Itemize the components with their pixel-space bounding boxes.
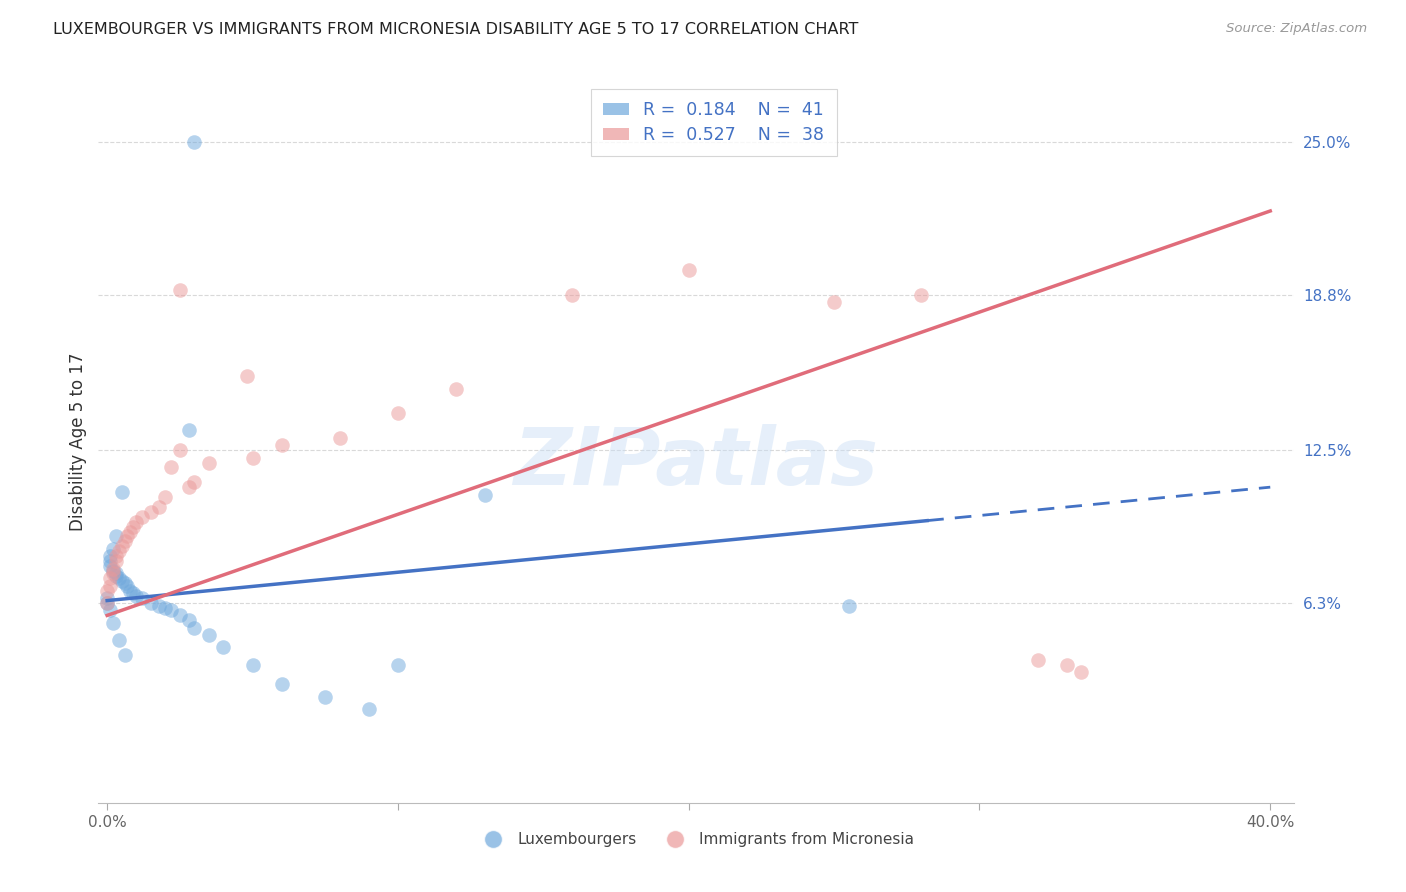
Point [101, 564, 124, 578]
Point [120, 524, 142, 539]
Point [96, 596, 118, 610]
Point [114, 576, 136, 591]
Point [1070, 665, 1092, 679]
Point [148, 599, 170, 613]
Point [177, 424, 200, 438]
Point [139, 505, 162, 519]
Point [122, 586, 145, 600]
Point [107, 544, 129, 558]
Point [155, 490, 177, 504]
Point [104, 554, 127, 568]
Point [169, 443, 191, 458]
Point [98, 554, 121, 568]
Point [387, 406, 409, 420]
Point [242, 657, 264, 672]
Point [139, 596, 162, 610]
Point [111, 485, 134, 500]
Point [98, 549, 121, 564]
Point [104, 529, 127, 543]
Point [838, 599, 860, 613]
Point [387, 657, 409, 672]
Point [96, 591, 118, 606]
Point [242, 450, 264, 465]
Point [1056, 657, 1078, 672]
Point [270, 438, 292, 452]
Point [120, 583, 142, 598]
Point [96, 596, 118, 610]
Point [474, 487, 496, 501]
Point [104, 549, 127, 564]
Point [101, 561, 124, 575]
Point [111, 574, 134, 588]
Point [235, 369, 257, 384]
Point [98, 571, 121, 585]
Point [314, 690, 336, 704]
Point [183, 621, 205, 635]
Point [98, 579, 121, 593]
Text: Source: ZipAtlas.com: Source: ZipAtlas.com [1226, 22, 1367, 36]
Point [329, 431, 352, 445]
Point [114, 648, 136, 662]
Point [169, 608, 191, 623]
Point [169, 283, 191, 297]
Point [198, 455, 221, 469]
Point [177, 613, 200, 627]
Point [357, 702, 380, 716]
Point [114, 534, 136, 549]
Point [104, 566, 127, 581]
Point [101, 566, 124, 581]
Point [198, 628, 221, 642]
Point [678, 263, 700, 277]
Point [101, 615, 124, 630]
Point [131, 591, 153, 606]
Point [125, 589, 148, 603]
Point [160, 603, 183, 617]
Point [183, 475, 205, 490]
Point [98, 603, 121, 617]
Point [155, 601, 177, 615]
Legend: Luxembourgers, Immigrants from Micronesia: Luxembourgers, Immigrants from Micronesi… [471, 826, 921, 853]
Point [117, 529, 139, 543]
Point [212, 640, 235, 655]
Point [125, 515, 148, 529]
Point [104, 569, 127, 583]
Point [117, 579, 139, 593]
Point [148, 500, 170, 514]
Point [270, 677, 292, 691]
Point [101, 541, 124, 556]
Point [177, 480, 200, 494]
Point [131, 509, 153, 524]
Point [183, 135, 205, 149]
Point [98, 559, 121, 574]
Point [444, 382, 467, 396]
Point [96, 583, 118, 598]
Point [107, 633, 129, 648]
Point [561, 288, 583, 302]
Point [107, 571, 129, 585]
Point [111, 539, 134, 553]
Y-axis label: Disability Age 5 to 17: Disability Age 5 to 17 [69, 352, 87, 531]
Point [910, 288, 932, 302]
Text: LUXEMBOURGER VS IMMIGRANTS FROM MICRONESIA DISABILITY AGE 5 TO 17 CORRELATION CH: LUXEMBOURGER VS IMMIGRANTS FROM MICRONES… [53, 22, 859, 37]
Point [122, 519, 145, 533]
Text: ZIPatlas: ZIPatlas [513, 425, 879, 502]
Point [160, 460, 183, 475]
Point [1026, 653, 1049, 667]
Point [823, 295, 845, 310]
